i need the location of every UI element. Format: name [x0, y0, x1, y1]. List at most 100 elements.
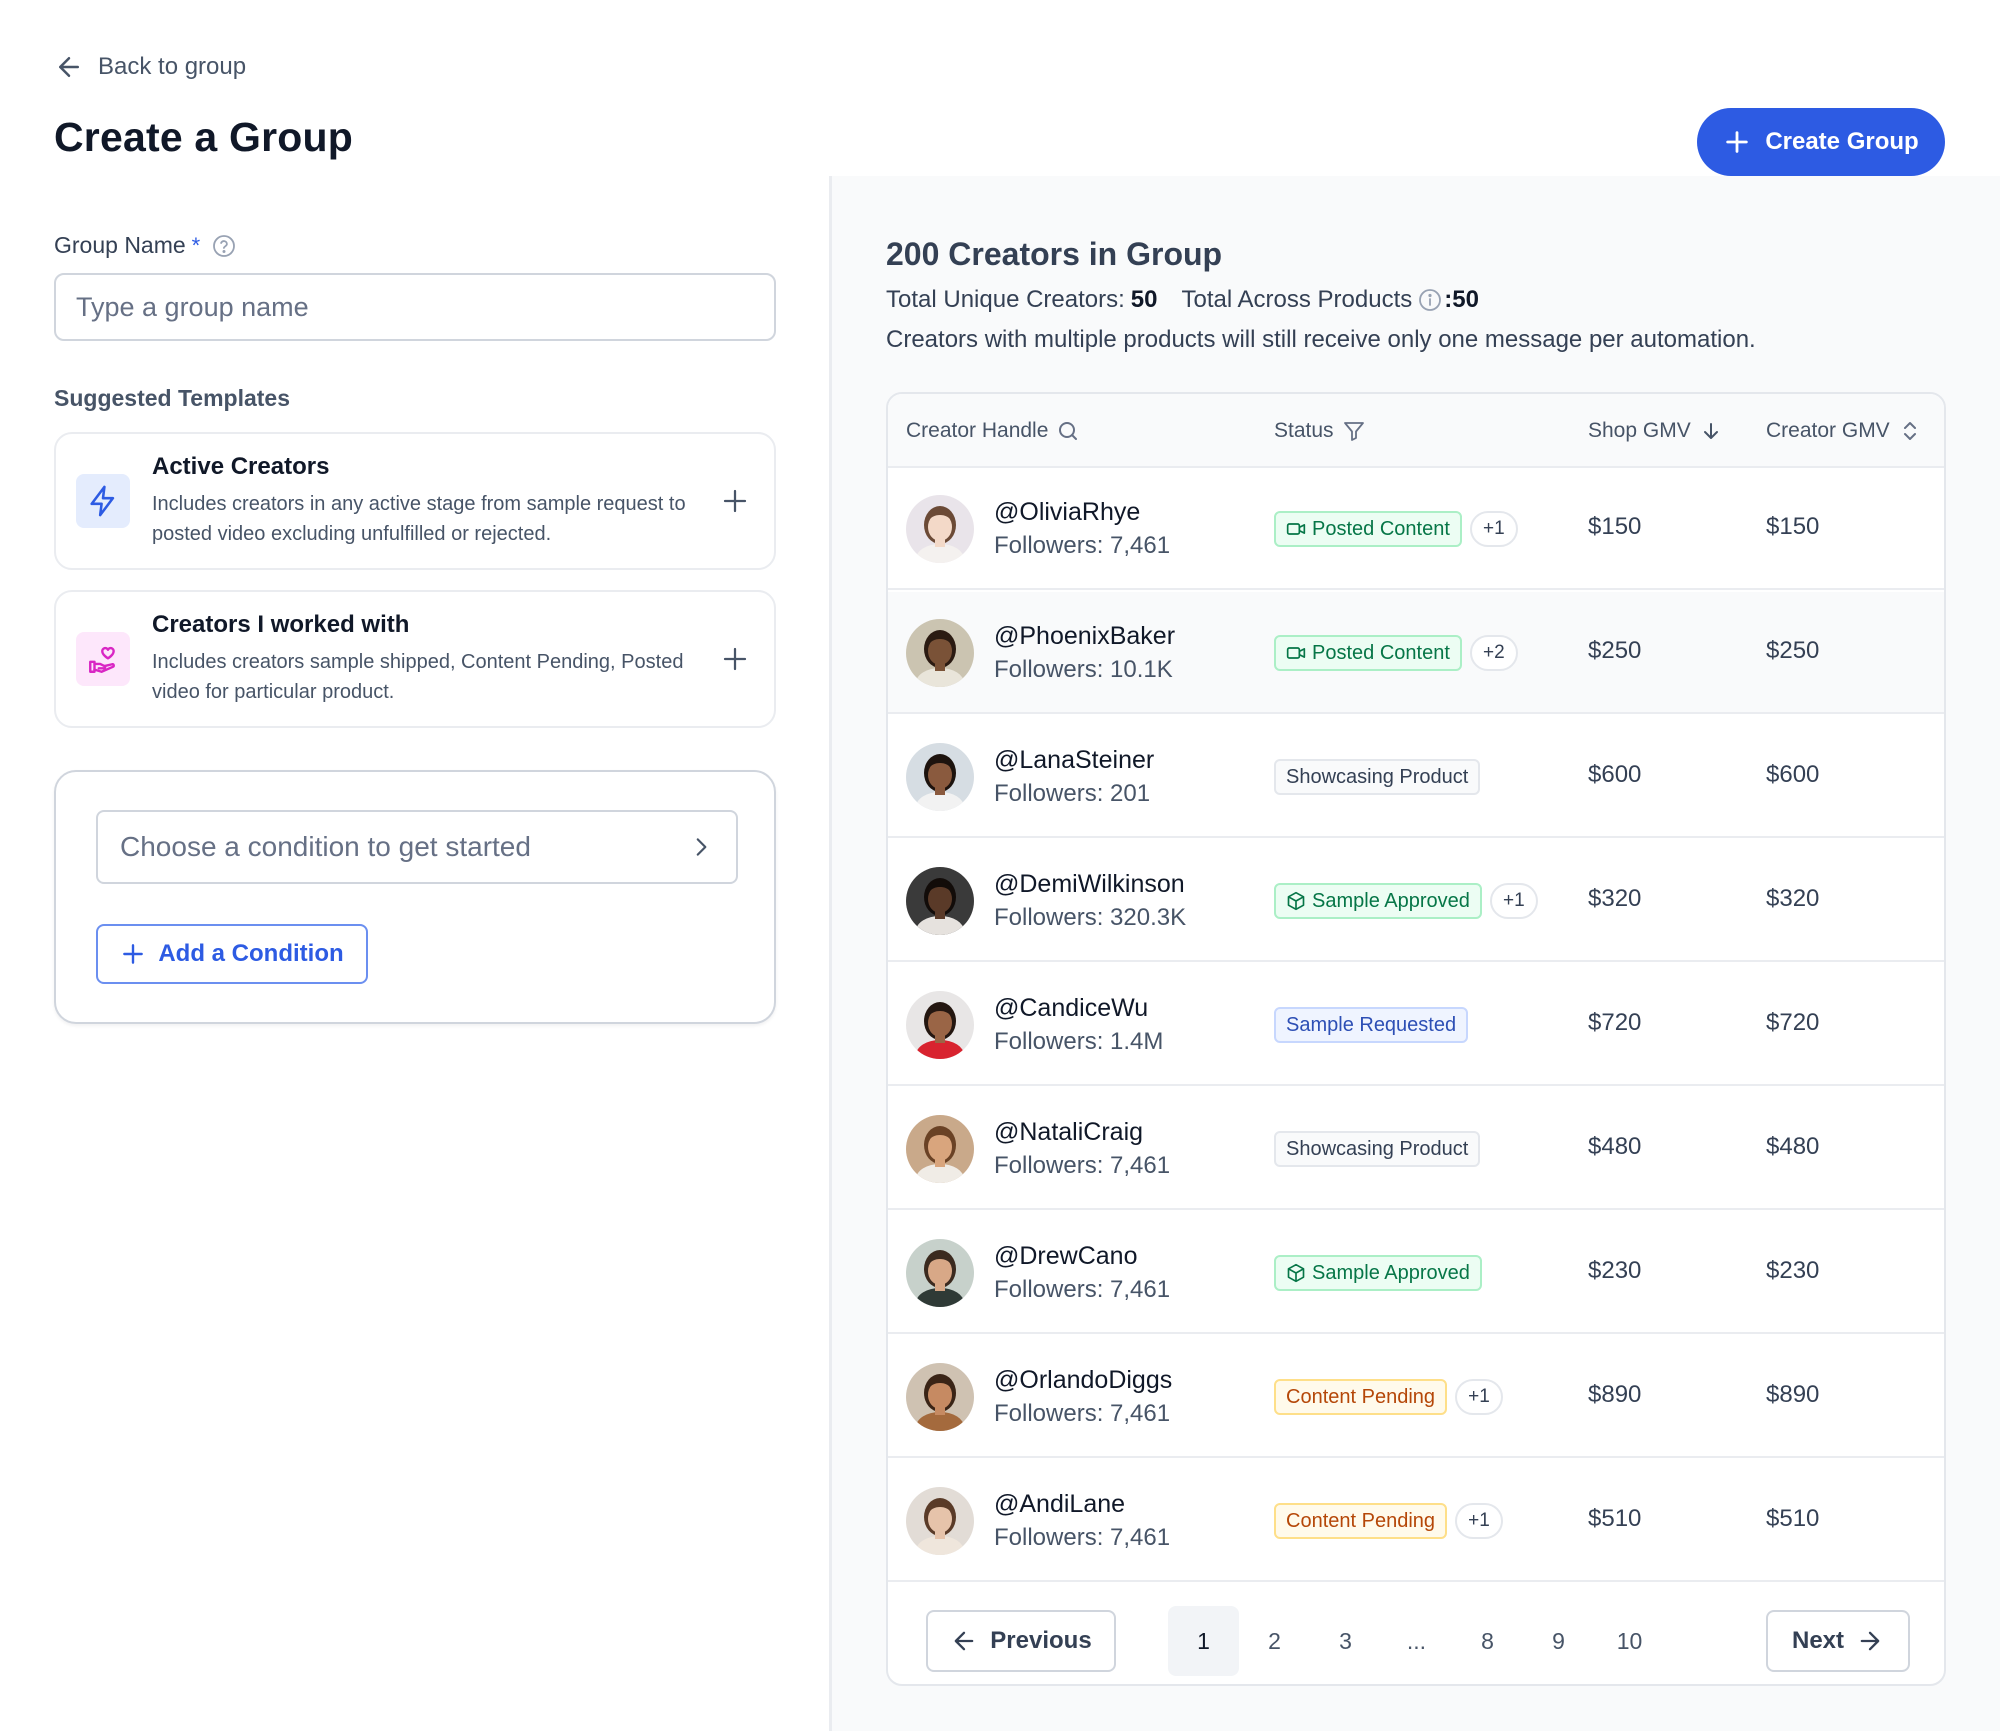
add-condition-button[interactable]: Add a Condition — [96, 924, 368, 984]
required-mark: * — [191, 232, 201, 258]
template-creators-worked-with[interactable]: Creators I worked with Includes creators… — [54, 590, 776, 728]
suggested-templates-label: Suggested Templates — [54, 385, 291, 411]
condition-select[interactable]: Choose a condition to get started — [96, 810, 738, 884]
table-row[interactable]: @OrlandoDiggs Followers: 7,461 Content Pen… — [888, 1336, 1944, 1458]
add-template-plus-icon[interactable] — [720, 486, 750, 516]
creator-handle[interactable]: @LanaSteiner — [994, 746, 1155, 774]
table-row[interactable]: @OliviaRhye Followers: 7,461 Posted Conten… — [888, 468, 1944, 590]
create-group-button[interactable]: Create Group — [1697, 108, 1945, 176]
table-row[interactable]: @LanaSteiner Followers: 201 Showcasing Pro… — [888, 716, 1944, 838]
hand-heart-icon — [89, 646, 115, 673]
page-number[interactable]: 1 — [1168, 1606, 1239, 1676]
status-badge: Showcasing Product — [1274, 759, 1481, 795]
status-cell: Sample Requested — [1274, 1007, 1469, 1043]
creator-followers: Followers: 7,461 — [994, 1276, 1171, 1303]
creator-handle[interactable]: @AndiLane — [994, 1490, 1126, 1518]
creator-followers: Followers: 7,461 — [994, 1400, 1171, 1427]
creator-followers: Followers: 201 — [994, 780, 1151, 807]
column-shop-gmv[interactable]: Shop GMV — [1588, 394, 1723, 468]
creator-handle[interactable]: @OrlandoDiggs — [994, 1366, 1173, 1394]
table-row[interactable]: @NataliCraig Followers: 7,461 Showcasing P… — [888, 1088, 1944, 1210]
table-row[interactable]: @DrewCano Followers: 7,461 Sample Approved… — [888, 1212, 1944, 1334]
status-cell: Showcasing Product — [1274, 759, 1481, 795]
status-label: Content Pending — [1286, 1385, 1436, 1408]
filter-icon[interactable] — [1342, 419, 1366, 443]
back-to-group-link[interactable]: Back to group — [54, 52, 246, 82]
page-number[interactable]: 3 — [1339, 1627, 1352, 1654]
creator-handle[interactable]: @PhoenixBaker — [994, 622, 1176, 650]
page-number[interactable]: 2 — [1268, 1627, 1281, 1654]
table-row[interactable]: @PhoenixBaker Followers: 10.1K Posted Cont… — [888, 592, 1944, 714]
shop-gmv-value: $600 — [1588, 761, 1642, 788]
group-name-label: Group Name — [54, 232, 186, 258]
search-icon[interactable] — [1056, 419, 1080, 443]
avatar — [906, 495, 974, 563]
template-title: Active Creators — [152, 453, 330, 480]
status-cell: Posted Content +2 — [1274, 635, 1518, 671]
video-icon — [1286, 647, 1306, 659]
extra-status-count-badge[interactable]: +2 — [1469, 635, 1518, 671]
status-cell: Sample Approved +1 — [1274, 883, 1538, 919]
status-cell: Content Pending +1 — [1274, 1503, 1504, 1539]
status-cell: Sample Approved — [1274, 1255, 1482, 1291]
avatar — [906, 619, 974, 687]
status-label: Content Pending — [1286, 1509, 1436, 1532]
arrow-right-icon — [1860, 1631, 1880, 1651]
group-name-input[interactable] — [54, 273, 776, 341]
column-creator-gmv[interactable]: Creator GMV — [1766, 394, 1922, 468]
creator-gmv-value: $480 — [1766, 1133, 1820, 1160]
page-number[interactable]: 10 — [1616, 1627, 1643, 1654]
chevron-right-icon — [696, 838, 707, 856]
status-badge: Sample Requested — [1274, 1007, 1469, 1043]
extra-status-count-badge[interactable]: +1 — [1455, 1503, 1504, 1539]
extra-status-count-badge[interactable]: +1 — [1489, 883, 1538, 919]
status-badge: Content Pending — [1274, 1503, 1448, 1539]
info-icon[interactable] — [1418, 288, 1442, 312]
column-creator-handle: Creator Handle — [906, 394, 1080, 468]
shop-gmv-value: $480 — [1588, 1133, 1642, 1160]
status-cell: Posted Content +1 — [1274, 511, 1518, 547]
back-link-label: Back to group — [98, 53, 247, 80]
extra-status-count-badge[interactable]: +1 — [1469, 511, 1518, 547]
template-icon-box — [76, 632, 130, 686]
add-template-plus-icon[interactable] — [720, 644, 750, 674]
extra-status-count-badge[interactable]: +1 — [1455, 1379, 1504, 1415]
table-row[interactable]: @AndiLane Followers: 7,461 Content Pending… — [888, 1460, 1944, 1582]
page-numbers: 1 2 3... 8 9 10 — [1168, 1606, 1665, 1676]
creator-handle[interactable]: @DrewCano — [994, 1242, 1138, 1270]
status-label: Showcasing Product — [1286, 765, 1469, 788]
help-circle-icon[interactable] — [212, 234, 236, 258]
creator-gmv-value: $250 — [1766, 637, 1820, 664]
previous-page-button[interactable]: Previous — [926, 1610, 1116, 1672]
creator-handle[interactable]: @CandiceWu — [994, 994, 1149, 1022]
page-number[interactable]: 9 — [1552, 1627, 1565, 1654]
shop-gmv-value: $150 — [1588, 513, 1642, 540]
package-icon — [1287, 891, 1305, 911]
table-row[interactable]: @CandiceWu Followers: 1.4M Sample Requeste… — [888, 964, 1944, 1086]
panel-divider — [829, 176, 832, 1731]
creator-followers: Followers: 7,461 — [994, 1524, 1171, 1551]
creator-handle[interactable]: @OliviaRhye — [994, 498, 1141, 526]
avatar — [906, 743, 974, 811]
creator-gmv-value: $890 — [1766, 1381, 1820, 1408]
avatar — [906, 1239, 974, 1307]
template-active-creators[interactable]: Active Creators Includes creators in any… — [54, 432, 776, 570]
condition-placeholder: Choose a condition to get started — [120, 831, 531, 862]
next-page-button[interactable]: Next — [1766, 1610, 1910, 1672]
creator-handle[interactable]: @NataliCraig — [994, 1118, 1144, 1146]
condition-builder: Choose a condition to get started Add a … — [54, 770, 776, 1024]
page-ellipsis: ... — [1406, 1627, 1427, 1654]
page-number[interactable]: 8 — [1481, 1627, 1494, 1654]
table-header: Creator Handle Status Shop GMV Creator G… — [888, 394, 1944, 468]
column-status: Status — [1274, 394, 1366, 468]
creator-followers: Followers: 7,461 — [994, 1152, 1171, 1179]
creator-gmv-value: $230 — [1766, 1257, 1820, 1284]
creator-gmv-value: $720 — [1766, 1009, 1820, 1036]
plus-icon — [1726, 131, 1749, 153]
status-cell: Content Pending +1 — [1274, 1379, 1504, 1415]
creator-handle[interactable]: @DemiWilkinson — [994, 870, 1185, 898]
creator-followers: Followers: 320.3K — [994, 904, 1187, 931]
shop-gmv-value: $250 — [1588, 637, 1642, 664]
unique-creators-value: 50 — [1130, 286, 1158, 313]
table-row[interactable]: @DemiWilkinson Followers: 320.3K Sample Ap… — [888, 840, 1944, 962]
